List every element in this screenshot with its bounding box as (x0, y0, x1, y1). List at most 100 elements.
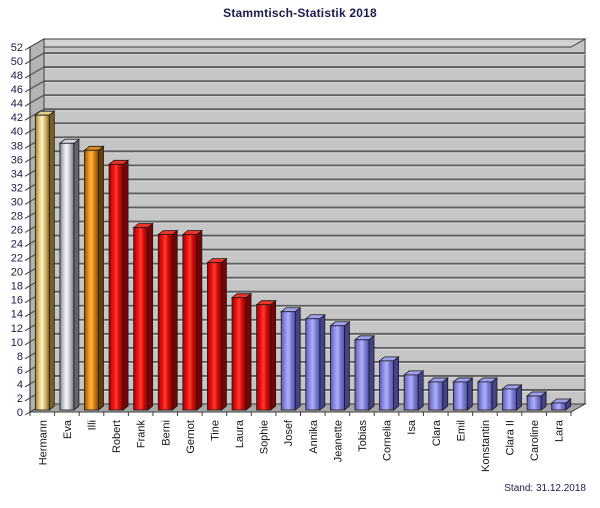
y-tick (24, 186, 31, 191)
category-label: Caroline (529, 420, 541, 461)
y-tick-label: 30 (11, 196, 23, 208)
y-tick-label: 46 (11, 84, 23, 96)
y-tick-label: 28 (11, 210, 23, 222)
y-tick-label: 8 (17, 351, 23, 363)
wall-hatch (29, 108, 45, 118)
category-label: Sophie (259, 420, 271, 454)
y-tick (24, 383, 31, 388)
y-tick (24, 257, 31, 262)
y-tick (24, 299, 31, 304)
wall-hatch (29, 80, 45, 90)
y-tick-label: 38 (11, 140, 23, 152)
y-tick-label: 26 (11, 225, 23, 237)
category-label: Jeanette (332, 420, 344, 462)
bar-clara (427, 377, 449, 411)
bar-annika (304, 313, 326, 411)
bar-jeanette (329, 320, 351, 411)
y-tick (24, 285, 31, 290)
y-tick (24, 327, 31, 332)
y-tick-label: 12 (11, 323, 23, 335)
wall-hatch (29, 52, 45, 62)
y-tick (24, 271, 31, 276)
y-tick-label: 40 (11, 126, 23, 138)
y-tick-label: 20 (11, 267, 23, 279)
y-tick-label: 14 (11, 309, 23, 321)
y-tick-label: 16 (11, 295, 23, 307)
y-tick (24, 215, 31, 219)
category-label: Illi (86, 420, 98, 430)
y-tick (24, 116, 31, 121)
y-tick (24, 313, 31, 318)
y-tick-label: 24 (11, 239, 23, 251)
bar-frank (132, 222, 154, 411)
y-tick-label: 34 (11, 168, 23, 180)
y-tick-label: 44 (11, 98, 23, 110)
category-label: Hermann (37, 420, 49, 465)
category-label: Clara II (505, 420, 517, 455)
category-label: Isa (406, 419, 418, 435)
y-tick (24, 60, 31, 65)
bar-laura (230, 292, 253, 411)
y-tick-label: 36 (11, 154, 23, 166)
y-tick-label: 10 (11, 337, 23, 349)
y-tick-label: 22 (11, 253, 23, 265)
y-tick (24, 102, 31, 107)
category-label: Cornelia (382, 419, 394, 461)
y-tick-label: 6 (17, 365, 23, 377)
y-tick-label: 4 (17, 379, 23, 391)
y-tick (24, 243, 31, 247)
y-tick-label: 0 (17, 407, 23, 419)
bar-gernot (181, 229, 203, 411)
category-label: Frank (136, 420, 148, 449)
bar-sophie (255, 299, 277, 411)
y-tick (24, 130, 31, 135)
y-tick (24, 341, 31, 346)
category-label: Gernot (185, 420, 197, 454)
bar-tobias (353, 334, 376, 411)
bar-caroline (525, 391, 548, 411)
wall-hatch (29, 94, 45, 104)
category-label: Clara (431, 419, 443, 446)
y-tick (24, 46, 31, 51)
y-tick (24, 369, 31, 374)
bar-clara-ii (501, 384, 523, 411)
bar-cornelia (378, 356, 400, 411)
y-tick (24, 88, 31, 93)
y-tick (24, 229, 31, 233)
bar-illi (83, 145, 105, 411)
category-label: Lara (554, 419, 566, 442)
bar-berni (157, 229, 179, 411)
chart-title: Stammtisch-Statistik 2018 (223, 6, 377, 20)
y-tick (24, 200, 31, 205)
bar-lara (550, 398, 572, 411)
category-label: Eva (62, 419, 74, 439)
y-tick (24, 397, 31, 402)
category-label: Annika (308, 419, 320, 454)
y-tick-label: 2 (17, 393, 23, 405)
bar-emil (452, 377, 474, 411)
stand-date-label: Stand: 31.12.2018 (504, 483, 586, 494)
y-tick-label: 42 (11, 112, 23, 124)
category-label: Emil (455, 420, 467, 441)
bar-isa (403, 370, 425, 411)
plot-top-face (28, 38, 587, 48)
bar-hermann (34, 110, 56, 411)
bar-robert (107, 159, 130, 411)
y-tick-label: 52 (11, 42, 23, 54)
bar-josef (280, 306, 302, 411)
wall-hatch (29, 66, 45, 76)
y-tick-label: 50 (11, 56, 23, 68)
category-label: Tine (209, 420, 221, 441)
y-tick-label: 18 (11, 281, 23, 293)
category-label: Robert (111, 420, 123, 453)
bar-konstantin (476, 377, 499, 411)
category-label: Josef (283, 419, 295, 446)
y-tick (24, 144, 31, 149)
y-tick-label: 32 (11, 182, 23, 194)
category-label: Berni (160, 420, 172, 446)
category-label: Tobias (357, 420, 369, 452)
bar-tine (206, 257, 228, 411)
y-tick (24, 172, 31, 177)
bar-eva (58, 138, 81, 411)
